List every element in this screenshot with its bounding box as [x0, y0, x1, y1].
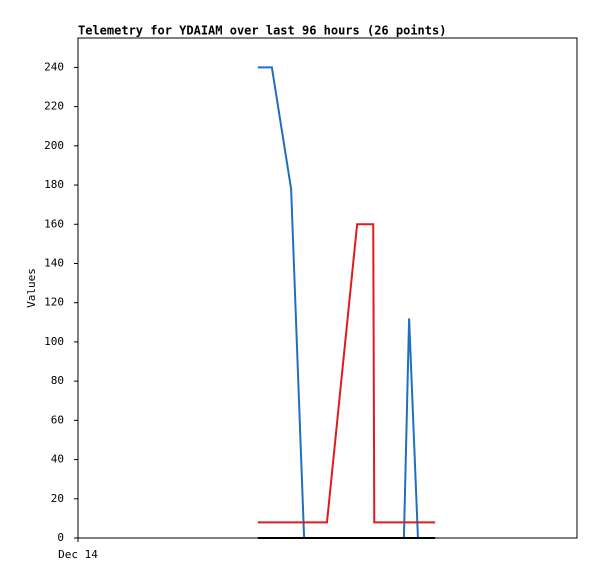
y-tick-label: 220 [44, 100, 64, 113]
chart-title: Telemetry for YDAIAM over last 96 hours … [78, 24, 446, 38]
y-tick-label: 120 [44, 296, 64, 309]
y-tick-label: 160 [44, 217, 64, 230]
y-axis-label: Values [25, 268, 38, 308]
y-tick-label: 40 [51, 453, 64, 466]
y-tick-label: 140 [44, 256, 64, 269]
series-line [257, 223, 436, 524]
y-tick-label: 20 [51, 492, 64, 505]
series-line [257, 66, 436, 539]
y-tick-label: 200 [44, 139, 64, 152]
y-tick-label: 240 [44, 60, 64, 73]
y-tick-label: 0 [57, 531, 64, 544]
y-tick-label: 80 [51, 374, 64, 387]
x-tick-label: Dec 14 [58, 548, 98, 561]
y-tick-label: 100 [44, 335, 64, 348]
y-tick-label: 60 [51, 413, 64, 426]
plot-frame [77, 37, 578, 539]
y-tick-label: 180 [44, 178, 64, 191]
